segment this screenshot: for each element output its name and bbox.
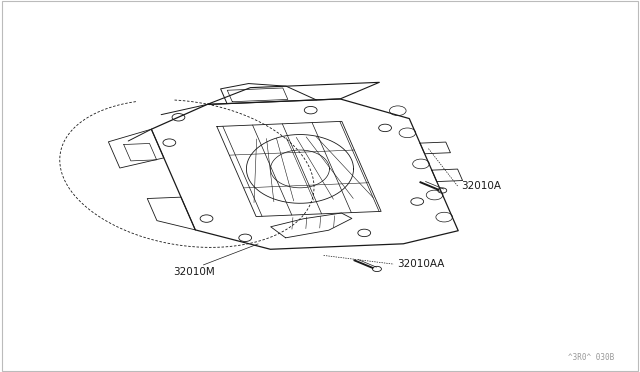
Text: 32010AA: 32010AA (397, 259, 444, 269)
Text: ^3R0^ 030B: ^3R0^ 030B (568, 353, 614, 362)
Text: 32010A: 32010A (461, 181, 500, 191)
Text: 32010M: 32010M (173, 267, 214, 276)
